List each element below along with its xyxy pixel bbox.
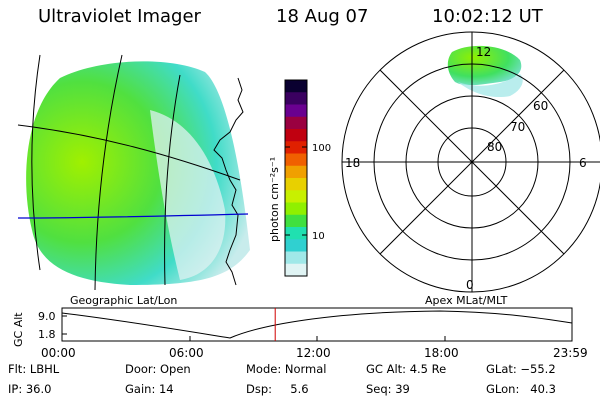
colorbar-stripe: [285, 214, 307, 228]
parallel-line: [17, 124, 241, 181]
colorbar-stripe: [285, 263, 307, 277]
colorbar-stripe: [285, 251, 307, 265]
status-gcalt: GC Alt: 4.5 Re: [366, 362, 447, 376]
geographic-caption: Geographic Lat/Lon: [70, 294, 177, 307]
status-dsp: Dsp: 5.6: [246, 382, 309, 396]
colorbar-stripe: [285, 227, 307, 240]
mlt-diagonal: [379, 69, 565, 255]
status-flt: Flt: LBHL: [8, 362, 60, 376]
mlat-label-80: 80: [487, 140, 502, 154]
time-label: 10:02:12 UT: [432, 6, 543, 27]
polar-plot: 12 18 6 0 60 70 80: [341, 31, 600, 293]
mlat-label-70: 70: [510, 120, 525, 134]
alt-tick-1-8: 1.8: [38, 328, 56, 341]
time-tick-1200: 12:00: [296, 346, 331, 360]
time-tick-1800: 18:00: [424, 346, 459, 360]
meridian-line: [164, 74, 181, 286]
colorbar-stripe: [285, 190, 307, 204]
colorbar-tick-10: 10: [312, 231, 325, 242]
status-seq: Seq: 39: [366, 382, 410, 396]
colorbar-stripe: [285, 153, 307, 167]
colorbar-stripe: [285, 239, 307, 253]
colorbar-stripe: [285, 178, 307, 191]
colorbar-stripe: [285, 116, 307, 130]
auroral-oval: [447, 45, 522, 86]
apex-caption: Apex MLat/MLT: [425, 294, 508, 307]
timeline-ylabel: GC Alt: [12, 312, 25, 347]
time-tick-2359: 23:59: [553, 346, 588, 360]
mlt-label-12: 12: [476, 45, 491, 59]
colorbar-stripe: [285, 202, 307, 216]
date-label: 18 Aug 07: [276, 6, 369, 27]
meridian-line: [31, 54, 41, 271]
mlt-label-18: 18: [345, 156, 360, 170]
status-glon: GLon: 40.3: [486, 382, 556, 396]
auroral-oval-edge: [458, 74, 523, 98]
coastline: [213, 77, 244, 286]
colorbar: [285, 80, 307, 277]
instrument-title: Ultraviolet Imager: [38, 6, 201, 27]
colorbar-stripe: [285, 80, 307, 93]
status-door: Door: Open: [125, 362, 191, 376]
time-tick-0000: 00:00: [41, 346, 76, 360]
colorbar-unit-label: photon cm⁻²s⁻¹: [268, 157, 281, 242]
mlt-label-0: 0: [466, 278, 474, 292]
colorbar-stripe: [285, 141, 307, 155]
equator-line: [17, 213, 249, 219]
mlt-label-6: 6: [579, 156, 587, 170]
geographic-image: [17, 54, 250, 291]
mlat-label-60: 60: [533, 99, 548, 113]
alt-tick-9: 9.0: [38, 310, 56, 323]
status-mode: Mode: Normal: [246, 362, 327, 376]
altitude-timeline: 9.0 1.8 GC Alt 00:00 06:00 12:00 18:00 2…: [12, 307, 588, 360]
altitude-curve: [61, 310, 573, 339]
colorbar-stripe: [285, 165, 307, 179]
colorbar-stripe: [285, 92, 307, 106]
colorbar-stripe: [285, 104, 307, 118]
status-glat: GLat: −55.2: [486, 362, 556, 376]
meridian-line: [94, 54, 123, 291]
status-gain: Gain: 14: [125, 382, 174, 396]
status-ip: IP: 36.0: [8, 382, 52, 396]
time-tick-0600: 06:00: [169, 346, 204, 360]
colorbar-tick-100: 100: [312, 143, 331, 154]
colorbar-stripe: [285, 129, 307, 142]
